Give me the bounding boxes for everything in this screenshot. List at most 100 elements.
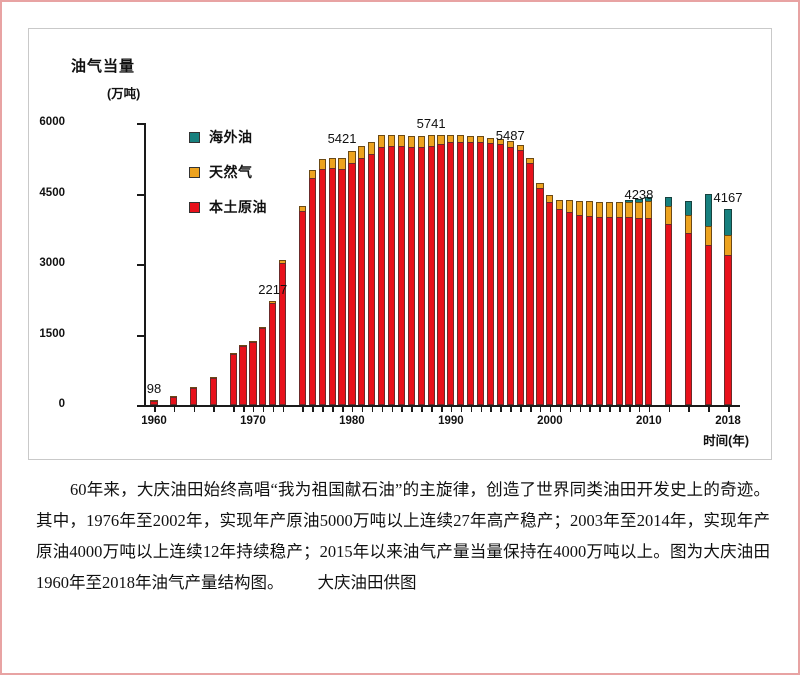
bar-segment-oil xyxy=(407,146,415,405)
x-tick xyxy=(629,407,631,412)
bar-1990 xyxy=(447,135,455,405)
y-tick-label: 6000 xyxy=(39,116,65,128)
bar-segment-gas xyxy=(665,205,673,225)
bar-1997 xyxy=(516,144,524,405)
x-tick-label: 2010 xyxy=(636,415,662,427)
bar-1966 xyxy=(209,376,217,405)
bar-segment-oil xyxy=(259,327,267,405)
bar-segment-overseas xyxy=(704,193,712,226)
bar-segment-gas xyxy=(556,200,564,210)
bar-segment-oil xyxy=(427,146,435,405)
x-tick xyxy=(708,407,710,412)
bar-segment-gas xyxy=(417,135,425,147)
bar-segment-gas xyxy=(368,141,376,154)
bar-1985 xyxy=(397,135,405,405)
bar-2009 xyxy=(635,198,643,405)
bar-segment-oil xyxy=(437,143,445,405)
x-tick xyxy=(599,407,601,412)
x-tick xyxy=(233,407,235,412)
x-tick xyxy=(332,407,334,412)
bar-1999 xyxy=(536,182,544,405)
bar-segment-gas xyxy=(724,234,732,255)
bar-segment-oil xyxy=(566,212,574,405)
bar-1993 xyxy=(476,136,485,405)
bar-1987 xyxy=(417,135,425,405)
x-tick xyxy=(361,407,364,412)
y-axis-title: 油气当量 xyxy=(71,58,136,75)
bar-segment-gas xyxy=(645,201,653,219)
bar-segment-gas xyxy=(536,182,544,189)
y-tick xyxy=(137,334,145,337)
bar-segment-oil xyxy=(625,217,633,405)
bar-segment-overseas xyxy=(665,197,673,206)
bar-segment-gas xyxy=(397,135,405,147)
bar-segment-oil xyxy=(378,146,386,405)
x-tick xyxy=(510,407,512,412)
x-tick xyxy=(668,407,671,412)
bar-segment-oil xyxy=(635,217,643,405)
bar-2014 xyxy=(684,200,692,405)
bar-segment-gas xyxy=(575,200,584,215)
y-tick xyxy=(137,123,145,125)
bar-segment-gas xyxy=(407,135,415,147)
bar-segment-oil xyxy=(239,346,247,405)
x-tick xyxy=(282,407,285,412)
x-tick xyxy=(441,407,443,412)
bar-segment-gas xyxy=(635,201,643,218)
value-label-2018: 4167 xyxy=(713,190,743,206)
x-tick xyxy=(490,407,492,412)
bar-1971 xyxy=(259,326,267,405)
bar-segment-oil xyxy=(556,209,564,405)
legend-item-gas[interactable]: 天然气 xyxy=(189,162,267,182)
bar-segment-gas xyxy=(496,138,504,145)
x-tick-label: 1960 xyxy=(141,415,167,427)
bar-1996 xyxy=(506,140,514,405)
bar-segment-oil xyxy=(476,141,485,405)
bar-1983 xyxy=(378,135,386,405)
y-axis-line xyxy=(144,123,146,407)
x-tick xyxy=(460,407,463,412)
legend-swatch-icon xyxy=(189,166,200,178)
bar-segment-gas xyxy=(625,201,633,218)
legend-item-overseas[interactable]: 海外油 xyxy=(189,127,267,147)
y-axis-unit: (万吨) xyxy=(107,87,141,101)
caption-block: 60年来，大庆油田始终高唱“我为祖国献石油”的主旋律，创造了世界同类油田开发史上… xyxy=(36,474,770,598)
y-tick-label: 3000 xyxy=(39,257,65,269)
legend-item-oil[interactable]: 本土原油 xyxy=(189,197,267,217)
x-tick xyxy=(619,407,621,412)
bar-1988 xyxy=(427,135,435,405)
bar-1976 xyxy=(308,169,316,405)
x-tick xyxy=(173,407,176,412)
bar-segment-oil xyxy=(447,142,455,405)
bar-segment-oil xyxy=(318,168,326,405)
bar-1994 xyxy=(486,137,495,405)
bar-segment-oil xyxy=(189,387,198,405)
bar-segment-oil xyxy=(387,146,396,405)
bar-segment-oil xyxy=(209,377,217,405)
x-tick xyxy=(371,407,374,412)
bar-segment-gas xyxy=(615,201,623,218)
bar-1995 xyxy=(496,138,504,405)
y-tick-label: 4500 xyxy=(39,186,65,199)
bar-segment-gas xyxy=(704,225,712,246)
bar-1964 xyxy=(189,386,198,405)
bar-segment-gas xyxy=(427,135,435,147)
x-tick xyxy=(539,407,542,412)
bar-2003 xyxy=(575,200,584,405)
bar-segment-oil xyxy=(457,141,465,405)
x-tick xyxy=(342,407,344,412)
y-tick-label: 0 xyxy=(58,398,65,410)
x-tick-label: 1970 xyxy=(240,415,266,427)
bar-segment-oil xyxy=(279,262,287,405)
bar-1991 xyxy=(457,135,465,405)
bar-1977 xyxy=(318,159,326,405)
bar-segment-oil xyxy=(704,245,712,405)
bar-segment-oil xyxy=(516,149,524,405)
x-tick xyxy=(411,407,413,412)
bar-segment-gas xyxy=(566,200,574,213)
bar-segment-gas xyxy=(476,136,485,142)
bar-1973 xyxy=(279,259,287,405)
bar-segment-gas xyxy=(279,259,287,263)
bar-segment-gas xyxy=(318,159,326,169)
bar-segment-oil xyxy=(229,354,237,405)
